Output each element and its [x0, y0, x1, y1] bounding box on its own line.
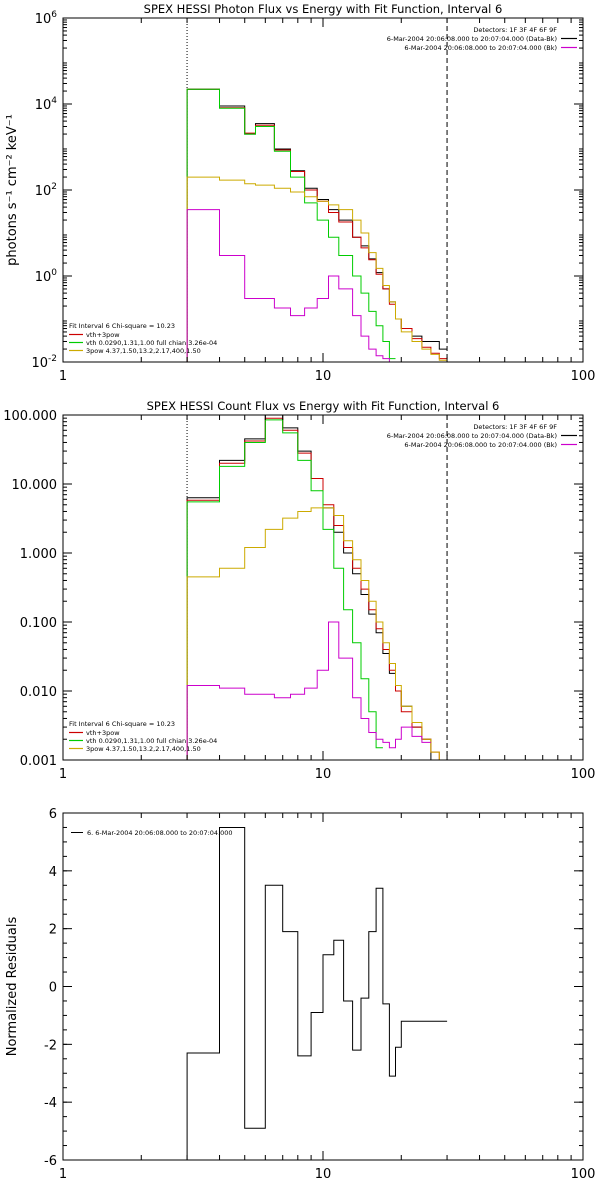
x-tick-label: 10 — [315, 1167, 332, 1182]
y-tick-label: 0 — [49, 981, 57, 996]
chart-panel-2: SPEX HESSI Count Flux vs Energy with Fit… — [3, 399, 595, 782]
legend-tr-text: 6-Mar-2004 20:06:08.000 to 20:07:04.000 … — [404, 441, 557, 449]
y-tick-label: 4 — [49, 865, 57, 880]
series-data-line — [186, 88, 448, 362]
x-tick-label: 100 — [571, 767, 596, 782]
legend-bl-header: Fit Interval 6 Chi-square = 10.23 — [69, 720, 175, 728]
chart-panel-1: SPEX HESSI Photon Flux vs Energy with Fi… — [5, 2, 595, 384]
legend-tr-text: 6-Mar-2004 20:06:08.000 to 20:07:04.000 … — [404, 44, 557, 52]
plot-frame — [62, 414, 584, 761]
y-tick-label: 0.010 — [20, 685, 57, 700]
series-group — [186, 88, 448, 362]
y-tick-label: -2 — [44, 1038, 57, 1053]
legend-tl-text: 6. 6-Mar-2004 20:06:08.000 to 20:07:04.0… — [87, 829, 233, 837]
y-tick-label: 100 — [35, 268, 58, 285]
x-tick-label: 100 — [571, 1167, 596, 1182]
series-vth-line — [186, 88, 396, 362]
series-3pow-line — [186, 176, 448, 362]
chart-title: SPEX HESSI Count Flux vs Energy with Fit… — [147, 399, 500, 413]
legend-bl-text: vth+3pow — [86, 729, 120, 737]
legend-tr-text: Detectors: 1F 3F 4F 6F 9F — [473, 423, 557, 431]
chart-panel-3: Normalized Residuals 1 10 100 -6 -4 -2 0 2 4 6 6. 6… — [5, 807, 595, 1182]
y-tick-label: 102 — [35, 182, 57, 199]
series-group — [186, 415, 448, 760]
legend-tr-text: Detectors: 1F 3F 4F 6F 9F — [473, 26, 557, 34]
y-tick-label: 1.000 — [20, 547, 57, 562]
y-tick-label: 0.001 — [20, 754, 57, 769]
legend-bl-text: vth+3pow — [86, 331, 120, 339]
series-Bk-line — [186, 209, 402, 362]
legend-tr-text: 6-Mar-2004 20:06:08.000 to 20:07:04.000 … — [387, 35, 557, 43]
y-tick-label: -4 — [44, 1096, 57, 1111]
legend-bl-text: vth 0.0290,1.31,1.00 full chian 3.26e-04 — [86, 339, 217, 347]
x-tick-label: 1 — [59, 369, 67, 384]
legend-bl-header: Fit Interval 6 Chi-square = 10.23 — [69, 322, 175, 330]
y-tick-label: 10-2 — [31, 354, 57, 371]
y-tick-label: 104 — [35, 96, 58, 113]
plot-frame — [62, 17, 584, 363]
y-tick-label: 106 — [35, 10, 58, 27]
legend-bl-text: 3pow 4.37,1.50,13.2,2.17,400,1.50 — [86, 347, 201, 355]
chart-title: SPEX HESSI Photon Flux vs Energy with Fi… — [144, 2, 503, 16]
y-tick-label: 100.000 — [3, 409, 57, 424]
y-axis-label: photons s⁻¹ cm⁻² keV⁻¹ — [5, 114, 20, 266]
y-tick-label: 6 — [49, 807, 57, 822]
series-vth+3pow-line — [186, 417, 448, 760]
series-data-line — [186, 827, 448, 1160]
series-vth+3pow-line — [186, 88, 448, 362]
y-tick-label: 2 — [49, 923, 57, 938]
x-tick-label: 1 — [59, 767, 67, 782]
y-tick-label: 10.000 — [12, 478, 58, 493]
y-axis-label: Normalized Residuals — [5, 917, 20, 1057]
series-group — [186, 827, 448, 1160]
x-tick-label: 10 — [315, 767, 332, 782]
x-tick-label: 100 — [571, 369, 596, 384]
series-vth-line — [186, 419, 383, 760]
y-tick-label: 0.100 — [20, 616, 57, 631]
legend-tr-text: 6-Mar-2004 20:06:08.000 to 20:07:04.000 … — [387, 432, 557, 440]
x-tick-label: 1 — [59, 1167, 67, 1182]
series-Bk-line — [186, 621, 431, 760]
y-tick-label: -6 — [44, 1154, 57, 1169]
legend-bl-text: vth 0.0290,1.31,1.00 full chian 3.26e-04 — [86, 737, 217, 745]
legend-bl-text: 3pow 4.37,1.50,13.2,2.17,400,1.50 — [86, 745, 201, 753]
series-3pow-line — [186, 507, 448, 760]
x-tick-label: 10 — [315, 369, 332, 384]
